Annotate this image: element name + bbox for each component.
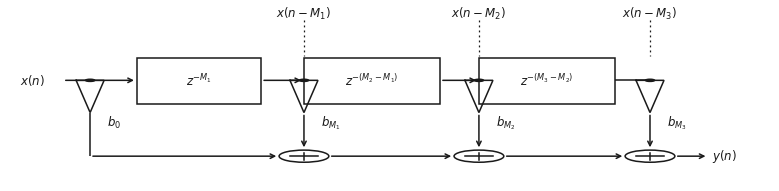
Text: $z^{-(M_3-M_2)}$: $z^{-(M_3-M_2)}$	[520, 73, 573, 89]
Text: $b_{M_2}$: $b_{M_2}$	[496, 114, 516, 132]
Text: $x(n)$: $x(n)$	[20, 73, 45, 88]
Text: $x(n-M_1)$: $x(n-M_1)$	[277, 6, 332, 23]
Text: $x(n-M_3)$: $x(n-M_3)$	[622, 6, 678, 23]
Circle shape	[299, 79, 308, 82]
Text: $x(n-M_2)$: $x(n-M_2)$	[451, 6, 506, 23]
Circle shape	[86, 79, 95, 82]
Circle shape	[645, 79, 654, 82]
Circle shape	[474, 79, 484, 82]
Text: $z^{-M_1}$: $z^{-M_1}$	[186, 73, 212, 89]
FancyBboxPatch shape	[137, 57, 261, 104]
Text: $z^{-(M_2-M_1)}$: $z^{-(M_2-M_1)}$	[345, 73, 399, 89]
Text: $b_{M_3}$: $b_{M_3}$	[667, 114, 687, 132]
Text: $b_0$: $b_0$	[108, 114, 122, 131]
FancyBboxPatch shape	[479, 57, 615, 104]
Text: $b_{M_1}$: $b_{M_1}$	[321, 114, 340, 132]
FancyBboxPatch shape	[304, 57, 440, 104]
Text: $y(n)$: $y(n)$	[712, 148, 737, 165]
